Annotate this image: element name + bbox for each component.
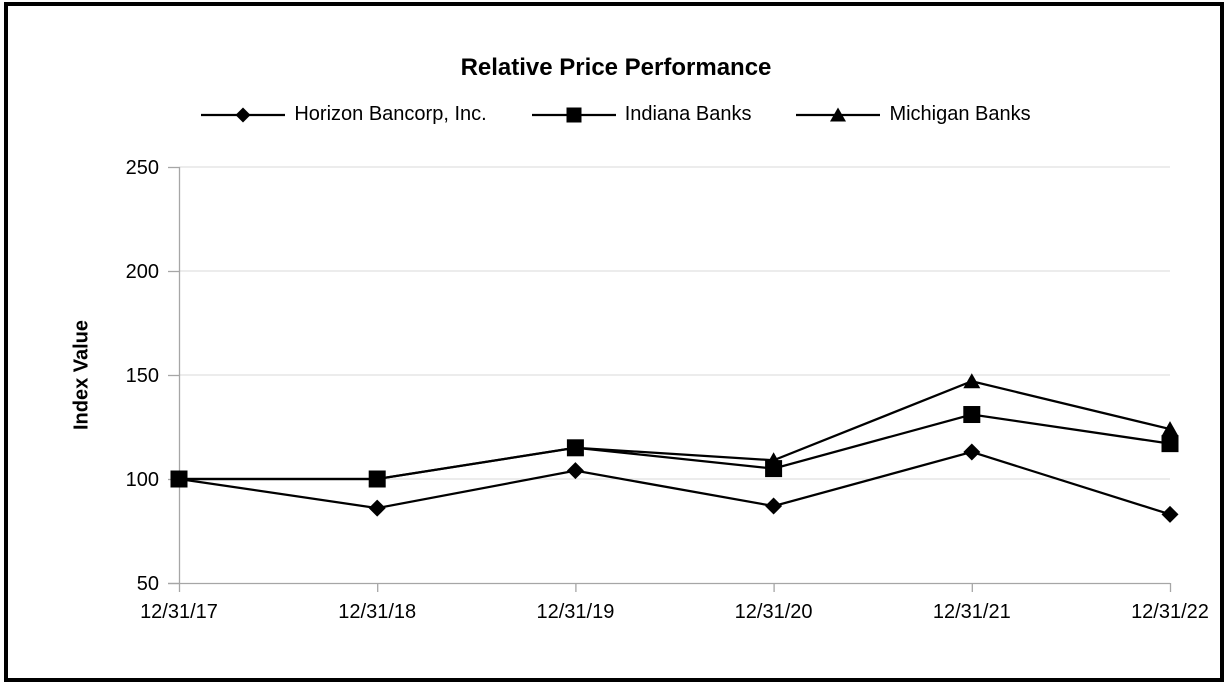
legend-label-michigan-banks: Michigan Banks [889,103,1031,125]
square-marker-indiana-banks-5 [1161,435,1179,453]
x-tick-label-5: 12/31/22 [1131,601,1209,623]
diamond-marker-icon [201,107,286,122]
triangle-marker-michigan-banks-2 [566,439,584,455]
legend: Horizon Bancorp, Inc. Indiana Banks Michig… [8,103,1220,126]
x-tick-label-4: 12/31/21 [933,601,1011,623]
y-tick-label-100: 100 [126,469,159,491]
triangle-marker-icon [796,107,881,121]
legend-marker-michigan-banks [830,107,847,121]
diamond-marker-horizon-bancorp-inc-4 [963,443,981,461]
x-tick-label-0: 12/31/17 [140,601,218,623]
legend-item-horizon-bancorp-inc: Horizon Bancorp, Inc. [201,103,487,126]
diamond-marker-horizon-bancorp-inc-3 [765,497,783,515]
triangle-marker-michigan-banks-3 [765,452,783,468]
chart-title: Relative Price Performance [460,54,772,81]
legend-item-indiana-banks: Indiana Banks [531,103,752,126]
diamond-marker-horizon-bancorp-inc-2 [566,462,584,480]
chart-frame: Relative Price Performance Horizon Banco… [4,2,1224,682]
triangle-marker-michigan-banks-0 [170,471,188,486]
x-tick-label-1: 12/31/18 [338,601,416,623]
y-tick-label-150: 150 [126,365,159,387]
y-axis-title: Index Value [70,319,93,431]
diamond-marker-horizon-bancorp-inc-1 [368,499,386,517]
chart-canvas: Relative Price Performance Horizon Banco… [8,6,1220,678]
x-tick-label-3: 12/31/20 [735,601,813,623]
legend-marker-horizon-bancorp-inc [235,107,251,122]
square-marker-icon [531,107,616,122]
x-tick-label-2: 12/31/19 [536,601,614,623]
diamond-marker-horizon-bancorp-inc-5 [1161,505,1179,523]
y-tick-label-50: 50 [137,573,159,595]
square-marker-indiana-banks-4 [963,406,981,424]
y-tick-label-250: 250 [126,157,159,179]
series-line-michigan-banks [179,380,1171,481]
y-tick-label-200: 200 [126,261,159,283]
legend-label-indiana-banks: Indiana Banks [624,103,752,125]
plot-area: 250 200 150 100 50 12/31/17 12/31/18 12/31/19 12… [126,157,1209,623]
triangle-marker-michigan-banks-5 [1161,421,1179,437]
legend-item-michigan-banks: Michigan Banks [796,103,1031,126]
legend-label-horizon-bancorp-inc: Horizon Bancorp, Inc. [294,103,487,125]
triangle-marker-michigan-banks-4 [963,373,981,389]
series-line-horizon-bancorp-inc [178,450,1171,516]
legend-marker-indiana-banks [566,107,582,122]
triangle-marker-michigan-banks-1 [368,471,386,486]
series-line-indiana-banks [179,413,1171,481]
